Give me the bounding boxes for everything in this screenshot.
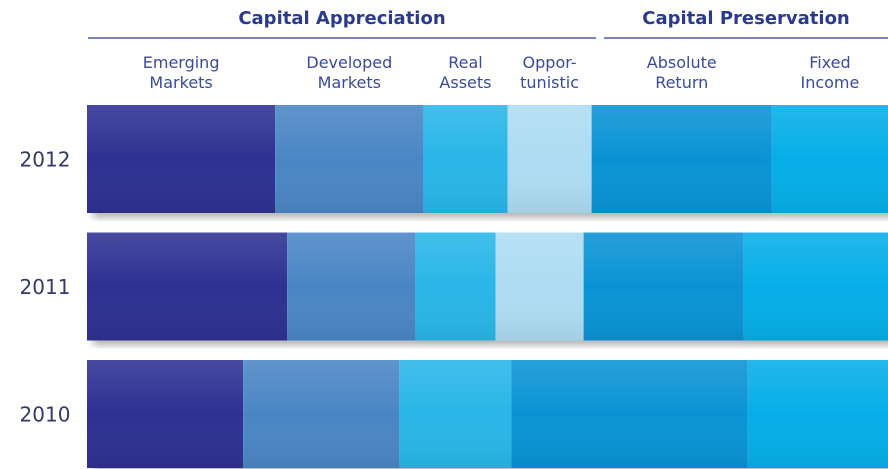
y-tick-label: 2010: [20, 403, 71, 427]
legend-label: Real Assets: [439, 53, 492, 92]
y-tick-label: 2011: [20, 275, 71, 299]
bar-gloss: [87, 360, 888, 468]
group-title: Capital Preservation: [642, 8, 850, 29]
bar-gloss: [87, 105, 888, 213]
legend-label: Developed Markets: [306, 53, 393, 92]
legend-label: Absolute Return: [646, 53, 717, 92]
y-tick-label: 2012: [20, 148, 71, 172]
bar-gloss: [87, 232, 888, 341]
legend-label: Emerging Markets: [142, 53, 220, 92]
legend-label: Oppor- tunistic: [520, 53, 579, 92]
legend-label: Fixed Income: [800, 53, 860, 92]
group-title: Capital Appreciation: [238, 8, 446, 29]
